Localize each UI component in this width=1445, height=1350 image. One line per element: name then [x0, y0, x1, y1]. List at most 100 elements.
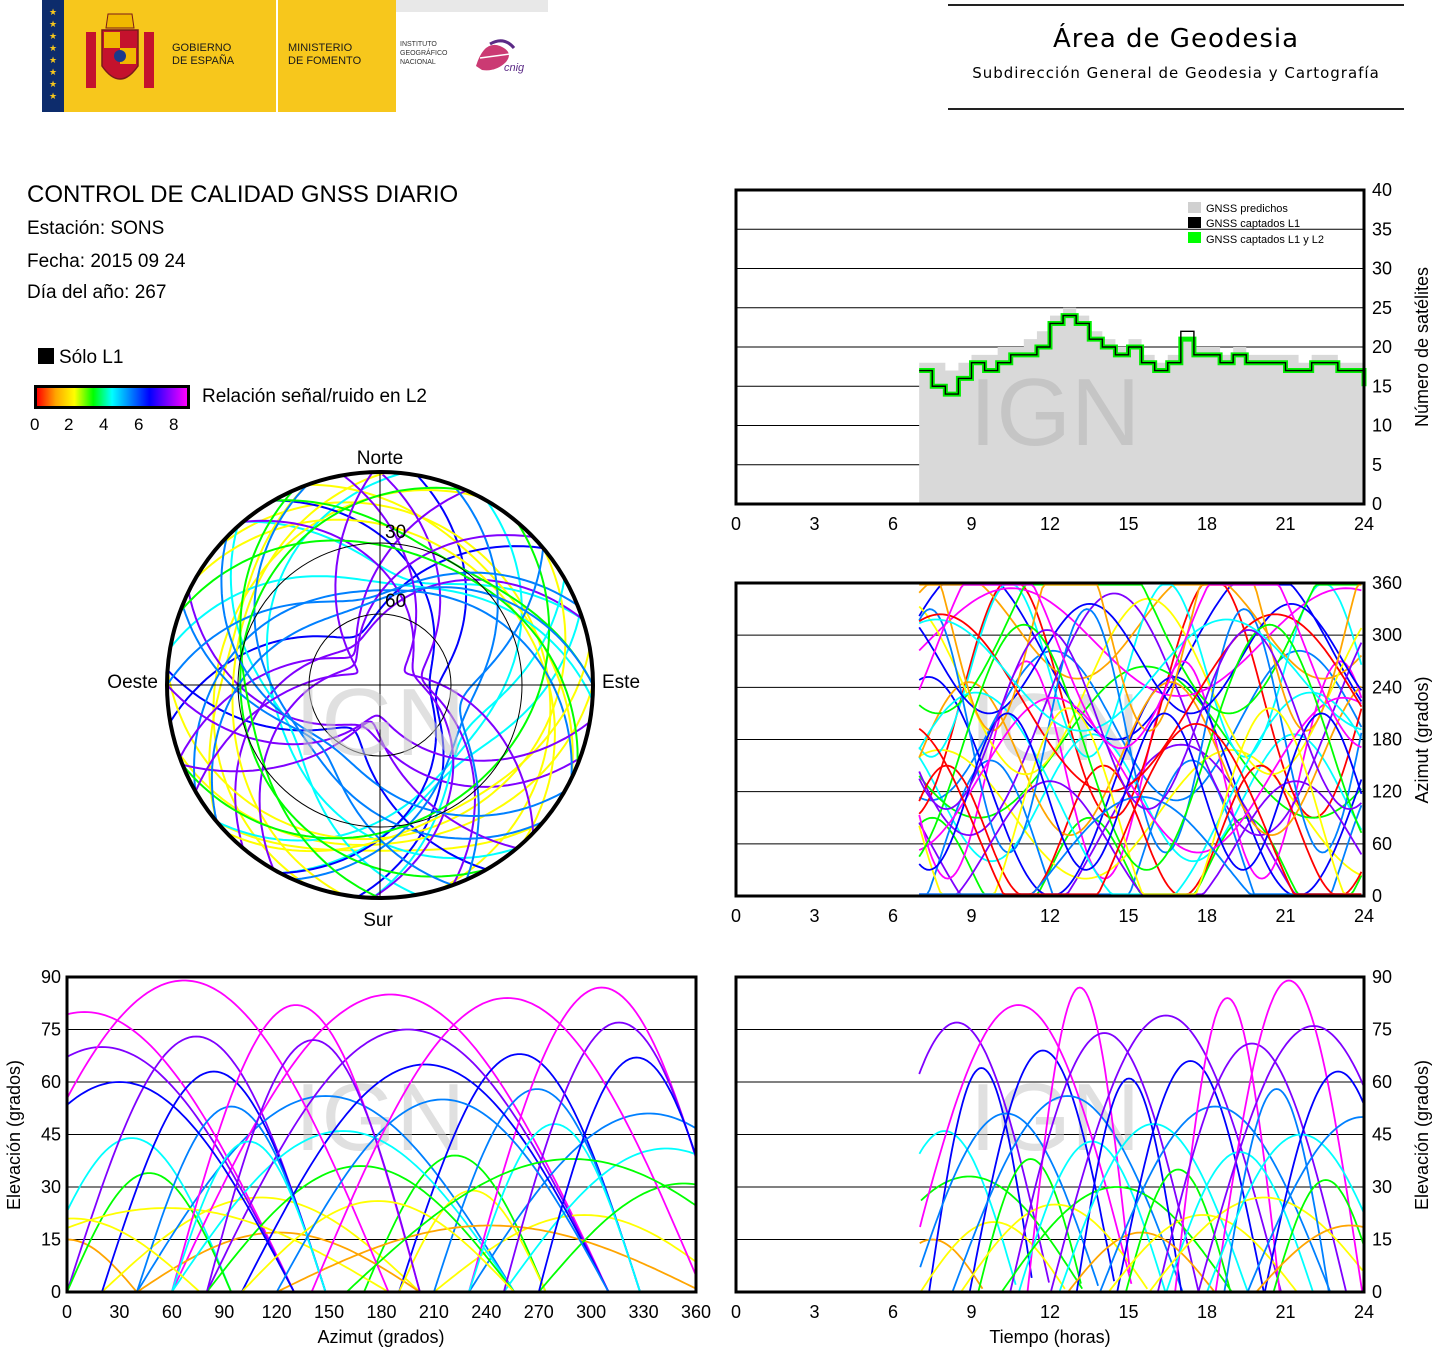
ign-name-line1: INSTITUTO — [400, 41, 437, 48]
sky-track — [179, 539, 579, 765]
et-frame — [734, 975, 1366, 1294]
sat-xtick-label: 9 — [966, 514, 976, 530]
az-xtick-label: 6 — [888, 906, 898, 925]
gov-name: GOBIERNO DE ESPAÑA — [172, 42, 234, 68]
et-track — [1174, 997, 1281, 1293]
et-ylabel: Elevación (grados) — [1412, 1060, 1432, 1210]
coat-of-arms-icon — [80, 10, 160, 98]
et-xtick-label: 9 — [966, 1302, 976, 1322]
gov-yellow-block — [64, 0, 276, 112]
sat-xtick-label: 24 — [1354, 514, 1374, 530]
et-track — [918, 1021, 1050, 1283]
et-ytick-label: 15 — [1372, 1230, 1392, 1250]
area-title: Área de Geodesia — [1052, 24, 1300, 54]
et-xlabel: Tiempo (horas) — [989, 1327, 1110, 1347]
satellite-count-chart: IGN 0 5 10 15 20 25 30 35 40 0 3 6 9 12 15 18 21 24 Núme… — [731, 180, 1432, 530]
cnig-text: cnig — [504, 62, 525, 74]
az-track — [918, 748, 1362, 880]
et-track — [968, 1049, 1115, 1293]
et-ytick-label: 45 — [1372, 1125, 1392, 1145]
et-xtick-label: 18 — [1197, 1302, 1217, 1322]
sat-y-ticks: 0 5 10 15 20 25 30 35 40 — [1372, 180, 1392, 514]
sky-track — [176, 684, 594, 847]
az-track — [918, 592, 1363, 837]
az-frame — [734, 581, 1366, 898]
sat-ytick-label: 30 — [1372, 259, 1392, 279]
ea-track — [275, 1098, 610, 1293]
sky-track — [273, 499, 438, 875]
sat-x-ticks: 0 3 6 9 12 15 18 21 24 — [731, 514, 1374, 530]
et-track — [928, 1067, 1033, 1293]
ign-name-line3: NACIONAL — [400, 59, 436, 66]
sky-track — [220, 536, 565, 818]
snr-label: Relación señal/ruido en L2 — [202, 386, 427, 407]
ea-ytick-label: 30 — [41, 1177, 61, 1197]
ea-track — [310, 997, 697, 1293]
min-yellow-block — [278, 0, 396, 112]
sky-track — [181, 521, 551, 840]
ign-gray-bar — [396, 0, 548, 12]
snr-tick-8: 8 — [169, 415, 179, 434]
az-ytick-label: 180 — [1372, 730, 1402, 750]
sky-track — [253, 484, 544, 840]
az-ytick-label: 300 — [1372, 625, 1402, 645]
et-x-ticks: 0 3 6 9 12 15 18 21 24 — [731, 1302, 1374, 1322]
ea-xlabel: Azimut (grados) — [317, 1327, 444, 1347]
ea-track — [101, 1196, 421, 1293]
flag-stripe — [42, 0, 64, 112]
az-tracks — [918, 583, 1363, 896]
az-track — [918, 722, 1362, 896]
sat-frame — [734, 188, 1366, 506]
ea-xtick-label: 270 — [524, 1302, 554, 1322]
sat-xtick-label: 18 — [1197, 514, 1217, 530]
sat-xtick-label: 15 — [1118, 514, 1138, 530]
az-track — [918, 665, 1363, 819]
sat-xtick-label: 0 — [731, 514, 741, 530]
et-track — [1125, 1168, 1232, 1293]
ea-track — [468, 1123, 641, 1293]
ign-name: INSTITUTO GEOGRÁFICO NACIONAL — [400, 40, 447, 67]
ea-track — [433, 1088, 641, 1293]
sat-ytick-label: 25 — [1372, 298, 1392, 318]
et-xtick-label: 15 — [1118, 1302, 1138, 1322]
ea-track — [276, 1224, 697, 1293]
ea-xtick-label: 60 — [162, 1302, 182, 1322]
report-doy: Día del año: 267 — [27, 282, 167, 303]
sky-track — [166, 547, 567, 841]
sat-legend-predicted: GNSS predichos — [1206, 203, 1288, 215]
area-rule-top — [948, 4, 1404, 6]
gov-name-line1: GOBIERNO — [172, 42, 232, 54]
sky-track — [166, 684, 591, 762]
sky-track — [239, 486, 487, 878]
et-track — [1214, 979, 1364, 1293]
sky-track — [239, 489, 381, 899]
legend-l1-label: Sólo L1 — [59, 347, 124, 368]
snr-tick-0: 0 — [30, 415, 40, 434]
sat-legend: GNSS predichos GNSS captados L1 GNSS cap… — [1188, 202, 1324, 246]
sat-xtick-label: 6 — [888, 514, 898, 530]
area-header: Área de Geodesia Subdirección General de… — [948, 0, 1404, 112]
sat-xtick-label: 3 — [809, 514, 819, 530]
ea-xtick-label: 210 — [419, 1302, 449, 1322]
ea-track — [170, 993, 610, 1293]
az-track — [918, 583, 1362, 715]
sat-watermark: IGN — [970, 359, 1141, 466]
sat-legend-swatch-predicted — [1188, 202, 1201, 213]
ea-track — [205, 1039, 421, 1293]
skyplot-chart: Norte Sur Oeste Este 30 60 IGN — [107, 448, 640, 931]
az-xtick-label: 12 — [1040, 906, 1060, 925]
az-ytick-label: 60 — [1372, 834, 1392, 854]
ministry-name-line1: MINISTERIO — [288, 42, 353, 54]
legend-l1-swatch — [38, 348, 54, 364]
az-track — [918, 583, 1362, 750]
ea-track — [66, 1035, 327, 1293]
skyplot-ring-60-label: 60 — [385, 591, 406, 612]
az-track — [918, 597, 1363, 776]
et-track — [1107, 1214, 1298, 1293]
sat-xtick-label: 21 — [1275, 514, 1295, 530]
et-track — [1067, 1231, 1216, 1293]
ea-track — [66, 1238, 138, 1293]
ea-track — [66, 1011, 295, 1293]
